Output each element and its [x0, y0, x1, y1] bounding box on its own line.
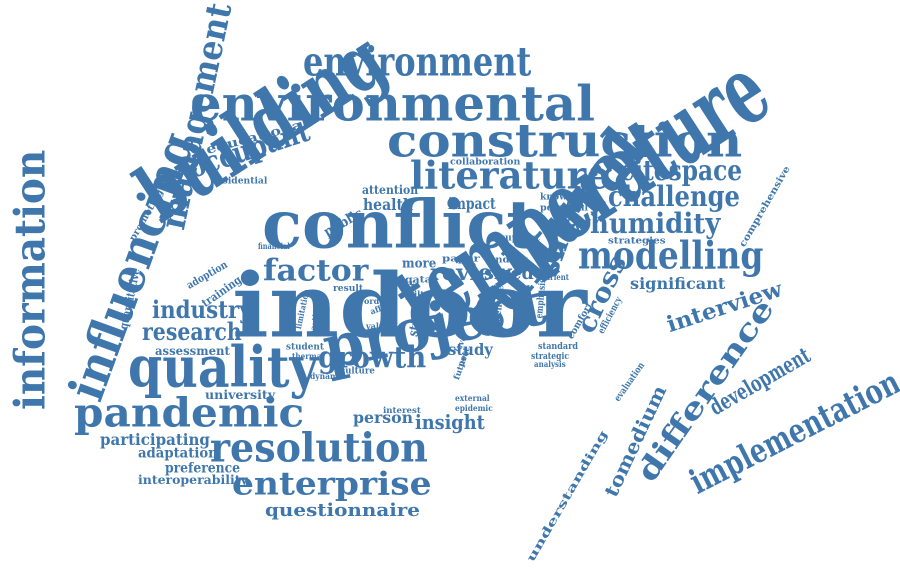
word-research: research — [142, 317, 242, 346]
word-interest: interest — [383, 405, 421, 415]
word-finding: finding — [488, 254, 528, 265]
word-result: result — [333, 283, 364, 294]
word-modelling: modelling — [578, 234, 764, 278]
word-insight: insight — [415, 410, 485, 434]
word-impact: impact — [448, 194, 496, 213]
word-nutrient: nutrient — [537, 272, 569, 282]
word-conflict: conflict — [262, 186, 537, 264]
word-quality: quality — [128, 334, 318, 400]
word-financial: financial — [258, 241, 290, 251]
word-environmental: environmental — [190, 75, 595, 132]
word-resolution: resolution — [210, 424, 428, 471]
word-collaboration: collaboration — [450, 156, 521, 167]
word-dynamic: dynamic — [310, 371, 346, 381]
word-review: review — [430, 260, 512, 286]
word-participating: participating — [100, 430, 210, 449]
word-information: information — [6, 149, 55, 410]
word-significant: significant — [630, 274, 726, 293]
word-preference: preference — [165, 460, 241, 476]
word-analysis: analysis — [534, 359, 566, 369]
word-pandemic: pandemic — [74, 389, 305, 436]
word-epidemic: epidemic — [455, 403, 493, 413]
word-evaluation: evaluation — [612, 360, 648, 404]
word-challenge: challenge — [608, 179, 740, 213]
word-built: built — [402, 289, 425, 299]
word-standard: standard — [538, 341, 578, 352]
word-attention: attention — [362, 183, 419, 197]
word-study: study — [448, 340, 493, 359]
word-potential: potential — [540, 202, 589, 213]
word-value: value — [366, 321, 390, 331]
word-adaptation: adaptation — [138, 445, 218, 461]
word-environment: environment — [303, 38, 532, 85]
word-thermal: thermal — [292, 351, 325, 361]
word-student: student — [286, 341, 324, 352]
word-assessment: assessment — [155, 344, 230, 358]
word-health: health — [363, 195, 414, 214]
word-questionnaire: questionnaire — [265, 500, 420, 521]
word-growth: growth — [318, 340, 427, 375]
word-understanding: understanding — [523, 427, 611, 564]
word-order: order — [364, 296, 389, 306]
word-sized: sized — [484, 263, 534, 284]
word-external: external — [455, 393, 490, 403]
word-enterprise: enterprise — [232, 464, 432, 502]
word-qatar: qatar — [405, 274, 438, 285]
word-indoor: indoor — [232, 253, 587, 358]
word-construction: construction — [387, 114, 743, 168]
word-paper: paper — [442, 253, 480, 264]
word-university: university — [205, 388, 276, 402]
word-person: person — [353, 408, 414, 427]
word-industry: industry — [152, 295, 252, 324]
word-culture: culture — [340, 365, 375, 376]
word-factor: factor — [263, 253, 369, 288]
word-residential: residential — [212, 175, 268, 186]
word-knowledge: knowledge — [540, 191, 595, 202]
word-strategies: strategies — [608, 235, 666, 246]
word-humidity: humidity — [590, 206, 721, 240]
word-comprehensive: comprehensive — [737, 164, 793, 249]
word-support: support — [500, 232, 540, 243]
word-more: more — [402, 256, 437, 271]
word-literature: literature — [410, 154, 610, 198]
word-strategic: strategic — [531, 351, 570, 362]
word-citespace: citespace — [620, 153, 743, 187]
word-interoperability: interoperability — [138, 473, 248, 487]
